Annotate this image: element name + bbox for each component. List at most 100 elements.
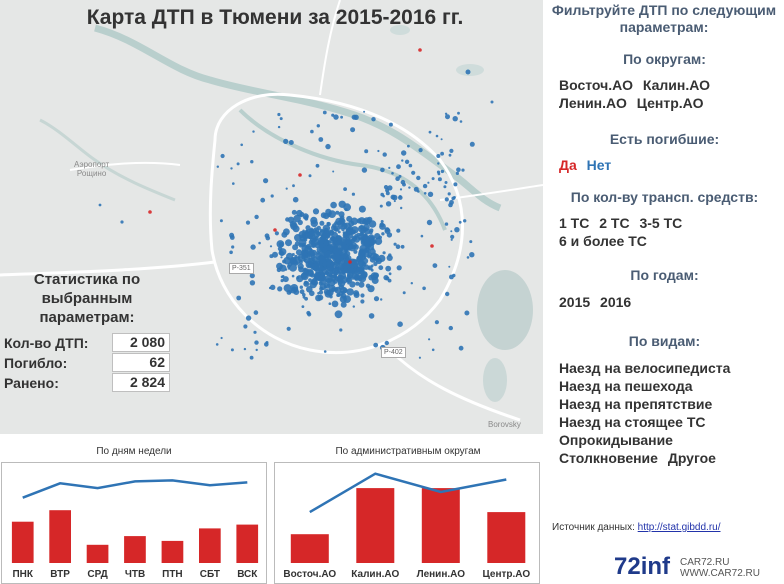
accident-point[interactable] bbox=[440, 151, 444, 156]
accident-point[interactable] bbox=[381, 232, 385, 236]
accident-point[interactable] bbox=[383, 275, 389, 281]
accident-point[interactable] bbox=[229, 232, 235, 238]
accident-point[interactable] bbox=[295, 249, 303, 256]
accident-point[interactable] bbox=[427, 191, 434, 197]
accident-point[interactable] bbox=[401, 159, 404, 162]
accident-point[interactable] bbox=[448, 265, 451, 268]
accident-point[interactable] bbox=[285, 239, 292, 247]
accident-point[interactable] bbox=[303, 238, 308, 242]
accident-point[interactable] bbox=[464, 310, 470, 316]
accident-point[interactable] bbox=[254, 214, 259, 220]
vehicles-option[interactable]: 6 и более ТС bbox=[559, 233, 647, 249]
accident-point[interactable] bbox=[286, 326, 291, 331]
accident-point[interactable] bbox=[436, 154, 441, 158]
accident-point[interactable] bbox=[368, 274, 375, 281]
accident-point[interactable] bbox=[334, 310, 343, 319]
chart-bar[interactable] bbox=[11, 521, 34, 563]
accident-point[interactable] bbox=[461, 168, 465, 172]
accident-point[interactable] bbox=[355, 273, 359, 276]
accident-point[interactable] bbox=[330, 274, 337, 282]
accident-point[interactable] bbox=[312, 236, 317, 241]
type-option[interactable]: Наезд на стоящее ТС bbox=[559, 414, 706, 430]
accident-point[interactable] bbox=[308, 174, 312, 178]
accident-point[interactable] bbox=[330, 230, 334, 234]
accident-point[interactable] bbox=[303, 258, 308, 263]
accident-point[interactable] bbox=[459, 120, 463, 123]
accident-point[interactable] bbox=[245, 315, 252, 321]
accident-point[interactable] bbox=[310, 216, 318, 224]
accident-point[interactable] bbox=[372, 253, 380, 260]
chart-bar[interactable] bbox=[161, 540, 184, 563]
accident-point[interactable] bbox=[298, 173, 302, 177]
accident-point[interactable] bbox=[341, 270, 346, 275]
accident-point[interactable] bbox=[340, 293, 347, 299]
accident-point[interactable] bbox=[291, 274, 295, 278]
accident-point[interactable] bbox=[364, 149, 369, 154]
accident-point[interactable] bbox=[277, 286, 283, 292]
source-link[interactable]: http://stat.gibdd.ru/ bbox=[637, 522, 721, 533]
district-option[interactable]: Центр.АО bbox=[636, 95, 704, 111]
accident-point[interactable] bbox=[231, 245, 235, 249]
accident-point[interactable] bbox=[340, 286, 348, 294]
accident-point[interactable] bbox=[380, 298, 383, 301]
chart-bar[interactable] bbox=[236, 524, 259, 563]
chart-bar[interactable] bbox=[124, 536, 146, 563]
accident-point[interactable] bbox=[377, 149, 380, 153]
accident-point[interactable] bbox=[373, 296, 380, 302]
accident-point[interactable] bbox=[274, 231, 279, 236]
accident-point[interactable] bbox=[279, 250, 283, 254]
accident-point[interactable] bbox=[370, 268, 374, 272]
accident-point[interactable] bbox=[444, 112, 448, 116]
accident-point[interactable] bbox=[384, 340, 389, 346]
accident-point[interactable] bbox=[356, 266, 363, 273]
accident-point[interactable] bbox=[301, 253, 305, 256]
accident-point[interactable] bbox=[401, 150, 407, 156]
accident-point[interactable] bbox=[328, 210, 336, 219]
accident-point[interactable] bbox=[283, 138, 289, 144]
vehicles-option[interactable]: 3-5 ТС bbox=[639, 215, 683, 231]
accident-point[interactable] bbox=[340, 115, 343, 119]
accident-point[interactable] bbox=[410, 282, 413, 285]
accident-point[interactable] bbox=[301, 305, 305, 308]
accident-point[interactable] bbox=[340, 301, 347, 308]
accident-point[interactable] bbox=[428, 130, 432, 134]
accident-point[interactable] bbox=[299, 259, 303, 262]
accident-point[interactable] bbox=[378, 265, 384, 271]
accident-point[interactable] bbox=[397, 321, 403, 328]
accident-point[interactable] bbox=[333, 248, 337, 252]
accident-point[interactable] bbox=[346, 288, 354, 296]
accident-point[interactable] bbox=[316, 264, 323, 271]
accident-point[interactable] bbox=[319, 228, 324, 233]
accident-point[interactable] bbox=[351, 192, 355, 196]
accident-point[interactable] bbox=[240, 143, 243, 147]
accident-point[interactable] bbox=[286, 289, 292, 295]
accident-point[interactable] bbox=[325, 143, 331, 150]
accident-point[interactable] bbox=[357, 277, 363, 282]
accident-point[interactable] bbox=[387, 278, 392, 283]
accident-point[interactable] bbox=[299, 289, 305, 295]
accident-point[interactable] bbox=[408, 186, 411, 189]
accident-point[interactable] bbox=[422, 183, 428, 189]
accident-point[interactable] bbox=[385, 201, 392, 207]
accident-point[interactable] bbox=[216, 165, 219, 168]
vehicles-option[interactable]: 1 ТС bbox=[559, 215, 590, 231]
accident-point[interactable] bbox=[440, 138, 443, 141]
accident-point[interactable] bbox=[367, 285, 375, 293]
accident-point[interactable] bbox=[249, 280, 256, 286]
accident-point[interactable] bbox=[334, 221, 338, 226]
accident-point[interactable] bbox=[416, 175, 421, 181]
accident-point[interactable] bbox=[331, 225, 336, 231]
accident-point[interactable] bbox=[269, 245, 273, 248]
accident-point[interactable] bbox=[293, 214, 301, 223]
accident-point[interactable] bbox=[318, 242, 325, 249]
accident-point[interactable] bbox=[252, 130, 255, 133]
accident-point[interactable] bbox=[373, 342, 379, 348]
accident-point[interactable] bbox=[324, 285, 327, 289]
accident-point[interactable] bbox=[391, 172, 394, 175]
accident-point[interactable] bbox=[304, 215, 309, 220]
accident-point[interactable] bbox=[310, 263, 315, 268]
accident-point[interactable] bbox=[400, 244, 405, 249]
accident-point[interactable] bbox=[400, 206, 403, 210]
accident-point[interactable] bbox=[258, 241, 261, 245]
accident-point[interactable] bbox=[326, 283, 330, 287]
